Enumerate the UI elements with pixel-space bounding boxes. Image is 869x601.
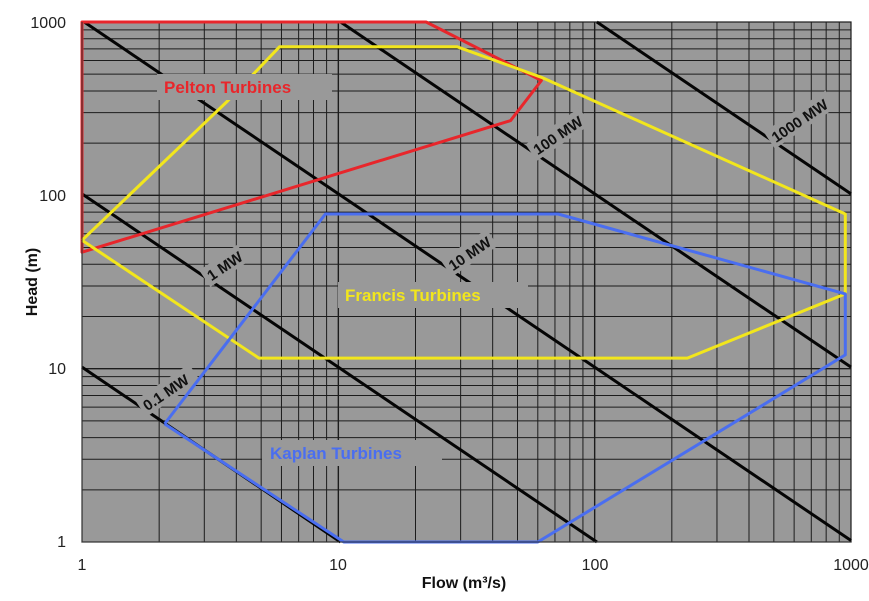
y-tick-label-100: 100 (39, 188, 66, 205)
power-label-bg-5 (763, 90, 837, 149)
y-tick-label-1000: 1000 (30, 15, 66, 32)
axes-layer: 1 10 100 1000 1000 100 10 1 Flow (m³/s) … (24, 15, 869, 592)
kaplan-turbines-label: Kaplan Turbines (270, 444, 402, 463)
region-outline-francis-turbines (80, 45, 847, 360)
power-line-4 (339, 20, 852, 369)
power-line-5 (596, 20, 852, 196)
x-tick-label-100: 100 (582, 557, 609, 574)
y-tick-label-10: 10 (48, 361, 66, 378)
x-axis-title: Flow (m³/s) (422, 575, 506, 592)
y-tick-label-1: 1 (57, 534, 66, 551)
y-axis-title: Head (m) (24, 248, 41, 316)
x-tick-label-1: 1 (78, 557, 87, 574)
power-line-2 (81, 192, 598, 544)
power-line-3 (83, 20, 852, 542)
x-tick-label-10: 10 (329, 557, 347, 574)
x-tick-label-1000: 1000 (833, 557, 869, 574)
francis-label-box (338, 282, 528, 308)
power-label-bg-1 (135, 363, 201, 417)
power-label-bg-2 (199, 244, 249, 287)
francis-turbines-label: Francis Turbines (345, 286, 481, 305)
power-label-bg-3 (440, 229, 498, 277)
pelton-label-box (157, 74, 332, 100)
pelton-turbines-label: Pelton Turbines (164, 78, 291, 97)
power-label-bg-4 (525, 107, 591, 161)
grid-layer (81, 21, 852, 543)
labels-layer: Pelton Turbines Francis Turbines Kaplan … (157, 74, 528, 466)
kaplan-label-box (262, 440, 442, 466)
